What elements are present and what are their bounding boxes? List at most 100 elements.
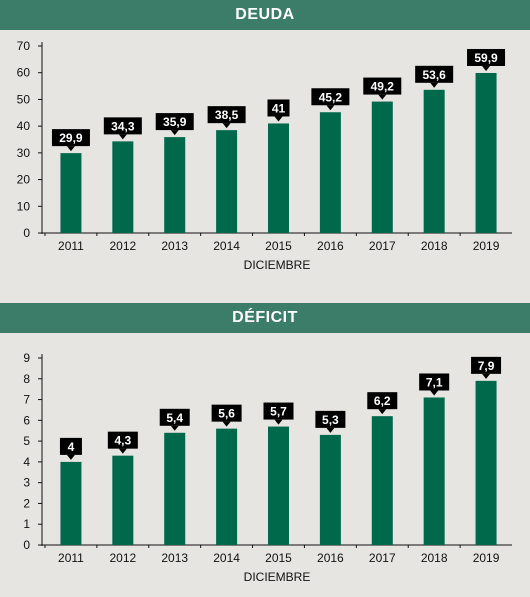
deuda-value-box bbox=[103, 117, 142, 135]
deficit-bar bbox=[371, 416, 393, 545]
deficit-bar bbox=[268, 426, 289, 545]
deuda-bar bbox=[164, 137, 186, 233]
deficit-bar bbox=[112, 455, 134, 545]
deuda-bar bbox=[60, 153, 82, 233]
deficit-ytick-label: 8 bbox=[23, 372, 30, 386]
deficit-ytick-label: 0 bbox=[23, 538, 30, 552]
deficit-ytick-label: 5 bbox=[23, 434, 30, 448]
deficit-xtick-label: 2012 bbox=[109, 551, 136, 565]
deuda-xtick-label: 2017 bbox=[369, 239, 396, 253]
deficit-ytick-label: 7 bbox=[23, 393, 30, 407]
deuda-value-label: 29,9 bbox=[59, 131, 83, 145]
deficit-xtick-label: 2013 bbox=[161, 551, 188, 565]
deuda-xtick-label: 2016 bbox=[317, 239, 344, 253]
deficit-value-pointer bbox=[378, 409, 387, 415]
deficit-xtick-label: 2018 bbox=[421, 551, 448, 565]
deuda-value-label: 59,9 bbox=[474, 51, 498, 65]
deficit-x-axis-title: DICIEMBRE bbox=[244, 570, 311, 584]
deficit-value-box bbox=[471, 356, 502, 374]
deuda-value-label: 41 bbox=[272, 101, 286, 115]
deficit-title: DÉFICIT bbox=[0, 303, 530, 333]
deuda-xtick-label: 2013 bbox=[161, 239, 188, 253]
deficit-value-pointer bbox=[66, 454, 75, 460]
deuda-xtick-label: 2014 bbox=[213, 239, 240, 253]
deficit-value-box bbox=[315, 410, 346, 428]
deficit-bar bbox=[475, 380, 497, 545]
deuda-xtick-label: 2018 bbox=[421, 239, 448, 253]
deficit-chart: 0 1 2 3 4 5 6 7 8 9 2011 4 2012 4,3 2013 5,4 2014 5,6 2015… bbox=[23, 351, 512, 584]
deuda-chart: 0 10 20 30 40 50 60 70 2011 29,9 2012 34,3 2013 35,9 2… bbox=[17, 39, 512, 272]
deuda-value-pointer bbox=[482, 65, 491, 71]
deficit-bar bbox=[60, 461, 82, 545]
deuda-xtick-label: 2012 bbox=[109, 239, 136, 253]
deuda-value-pointer bbox=[378, 94, 387, 100]
deuda-bar bbox=[268, 123, 289, 233]
deuda-value-pointer bbox=[430, 82, 439, 88]
deficit-value-label: 5,3 bbox=[322, 413, 339, 427]
deuda-bar bbox=[216, 130, 238, 233]
deuda-xtick-label: 2015 bbox=[265, 239, 292, 253]
deficit-value-pointer bbox=[326, 427, 335, 433]
deficit-value-pointer bbox=[170, 425, 179, 431]
deuda-value-label: 45,2 bbox=[319, 90, 343, 104]
deuda-value-pointer bbox=[170, 130, 179, 136]
deficit-value-box bbox=[59, 437, 82, 455]
deficit-panel: DÉFICIT 0 1 2 3 4 5 6 7 8 9 2011 4 2012 4,3 2013 5,4 201… bbox=[0, 303, 530, 597]
deficit-ytick-label: 2 bbox=[23, 496, 30, 510]
deficit-xtick-label: 2015 bbox=[265, 551, 292, 565]
deficit-xtick-label: 2014 bbox=[213, 551, 240, 565]
deficit-xtick-label: 2017 bbox=[369, 551, 396, 565]
deuda-value-box bbox=[267, 99, 290, 117]
deuda-bar bbox=[423, 89, 445, 233]
deficit-value-label: 7,1 bbox=[426, 375, 443, 389]
deuda-value-box bbox=[155, 113, 194, 131]
deficit-bar bbox=[423, 397, 445, 545]
deficit-value-pointer bbox=[118, 448, 127, 454]
deuda-value-pointer bbox=[118, 134, 127, 140]
deuda-value-label: 38,5 bbox=[215, 108, 239, 122]
deficit-bar bbox=[319, 434, 341, 545]
deuda-bar bbox=[319, 112, 341, 233]
deuda-bar bbox=[112, 141, 134, 233]
deuda-value-label: 34,3 bbox=[111, 119, 135, 133]
deuda-value-pointer bbox=[66, 146, 75, 152]
deuda-xtick-label: 2019 bbox=[473, 239, 500, 253]
deuda-value-label: 53,6 bbox=[422, 68, 446, 82]
deuda-value-box bbox=[467, 48, 506, 66]
deficit-value-pointer bbox=[274, 419, 283, 425]
deuda-ytick-label: 20 bbox=[17, 173, 31, 187]
deuda-value-box bbox=[363, 77, 402, 95]
deficit-ytick-label: 3 bbox=[23, 476, 30, 490]
deficit-bar bbox=[164, 432, 186, 545]
deficit-value-label: 5,7 bbox=[270, 405, 287, 419]
deficit-ytick-label: 4 bbox=[23, 455, 30, 469]
deuda-xtick-label: 2011 bbox=[58, 239, 84, 253]
deficit-xtick-label: 2019 bbox=[473, 551, 500, 565]
deuda-ytick-label: 70 bbox=[17, 39, 31, 53]
deuda-value-box bbox=[415, 65, 454, 83]
deficit-value-box bbox=[107, 431, 138, 449]
deuda-value-box bbox=[311, 88, 350, 106]
deficit-ytick-label: 1 bbox=[23, 517, 30, 531]
deuda-bar bbox=[371, 101, 393, 234]
deficit-value-pointer bbox=[222, 421, 231, 427]
deficit-bar bbox=[216, 428, 238, 545]
deuda-x-axis-title: DICIEMBRE bbox=[244, 258, 311, 272]
deuda-ytick-label: 30 bbox=[17, 146, 31, 160]
deficit-xtick-label: 2016 bbox=[317, 551, 344, 565]
deficit-value-label: 5,6 bbox=[218, 407, 235, 421]
deuda-ytick-label: 10 bbox=[17, 199, 31, 213]
deficit-value-label: 6,2 bbox=[374, 394, 391, 408]
deficit-value-label: 4 bbox=[68, 440, 75, 454]
deficit-value-pointer bbox=[430, 390, 439, 396]
deuda-value-pointer bbox=[274, 116, 283, 122]
deficit-value-box bbox=[159, 408, 190, 426]
deficit-value-pointer bbox=[482, 373, 491, 379]
deuda-title: DEUDA bbox=[0, 0, 530, 30]
deficit-value-label: 5,4 bbox=[166, 411, 183, 425]
deficit-value-box bbox=[211, 404, 242, 422]
deuda-ytick-label: 40 bbox=[17, 119, 31, 133]
deuda-ytick-label: 60 bbox=[17, 66, 31, 80]
deficit-ytick-label: 6 bbox=[23, 413, 30, 427]
deuda-value-pointer bbox=[222, 123, 231, 129]
